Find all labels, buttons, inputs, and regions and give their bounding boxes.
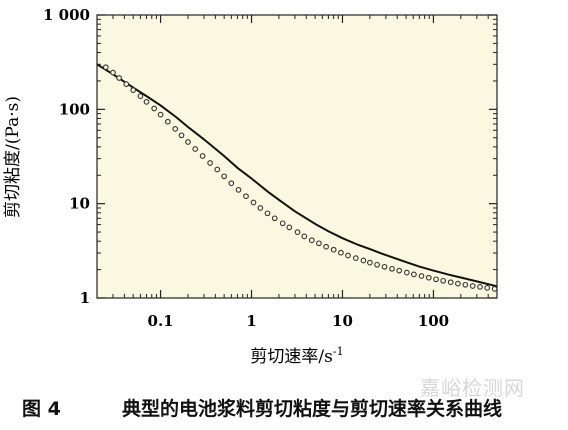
data-point — [433, 276, 439, 283]
y-tick-label: 10 — [69, 195, 90, 213]
data-point — [185, 139, 191, 145]
x-axis: 0.1 1 10 100 — [96, 15, 498, 330]
data-point — [137, 93, 144, 99]
data-point — [330, 246, 337, 253]
data-point — [279, 220, 286, 227]
data-point — [345, 252, 351, 259]
figure-number: 图 4 — [22, 398, 61, 420]
data-point — [192, 146, 199, 152]
data-point — [199, 153, 206, 159]
y-tick-label: 1 — [80, 289, 90, 307]
data-point — [352, 255, 359, 261]
data-point — [264, 210, 271, 217]
data-point — [102, 64, 109, 71]
data-point — [151, 105, 158, 112]
data-point — [323, 243, 329, 250]
data-point — [338, 249, 344, 256]
data-point — [164, 118, 171, 125]
data-point — [440, 277, 447, 284]
data-point — [250, 199, 257, 206]
data-point — [455, 280, 461, 287]
data-point — [374, 261, 380, 268]
data-point — [491, 286, 498, 292]
data-point — [123, 81, 130, 87]
x-tick-label: 10 — [332, 312, 353, 330]
data-point — [477, 284, 483, 290]
data-point — [425, 274, 432, 281]
data-point — [308, 237, 315, 244]
fitted-curve — [96, 63, 498, 288]
figure-title: 典型的电池浆料剪切粘度与剪切速率关系曲线 — [122, 398, 503, 420]
watermark: 嘉峪检测网 — [420, 376, 525, 400]
data-point — [484, 285, 491, 291]
data-point — [214, 166, 221, 173]
figure-caption: 图 4 典型的电池浆料剪切粘度与剪切速率关系曲线 — [22, 394, 562, 424]
data-point — [469, 283, 476, 289]
data-point — [389, 265, 395, 272]
data-point — [228, 180, 235, 187]
data-point — [396, 267, 403, 274]
fitted-curve-layer — [96, 63, 498, 288]
data-point — [243, 193, 249, 200]
data-point — [172, 126, 179, 132]
y-tick-label: 1 000 — [43, 6, 90, 24]
data-point — [286, 224, 293, 231]
data-point — [130, 87, 137, 93]
chart: 1 10 100 1 000 0.1 1 10 100 剪切速率/s-1 剪切粘度/(Pa·… — [3, 6, 498, 367]
data-point — [411, 271, 417, 278]
x-tick-label: 1 — [246, 312, 256, 330]
x-tick-label: 100 — [418, 312, 449, 330]
x-axis-label: 剪切速率/s-1 — [250, 345, 343, 367]
data-point — [116, 75, 122, 81]
data-point — [235, 187, 242, 193]
data-point — [418, 273, 425, 279]
y-axis-label: 剪切粘度/(Pa·s) — [3, 96, 23, 218]
data-point — [110, 69, 116, 76]
data-point — [271, 215, 278, 222]
data-point — [207, 160, 213, 166]
data-point — [178, 132, 185, 139]
data-point — [221, 173, 227, 180]
data-point — [462, 281, 469, 288]
data-point — [157, 111, 164, 118]
y-axis: 1 10 100 1 000 — [43, 6, 497, 307]
data-point — [403, 269, 410, 276]
data-point — [143, 99, 150, 105]
plot-area — [96, 14, 498, 299]
data-point — [316, 240, 322, 247]
data-point — [360, 257, 367, 264]
data-point — [257, 205, 264, 211]
y-tick-label: 100 — [59, 100, 90, 118]
x-tick-label: 0.1 — [148, 312, 174, 330]
data-point — [294, 229, 301, 235]
data-point — [447, 279, 454, 286]
data-point — [381, 263, 388, 270]
data-points-layer — [102, 64, 498, 292]
data-point — [301, 233, 308, 240]
data-point — [367, 259, 373, 266]
